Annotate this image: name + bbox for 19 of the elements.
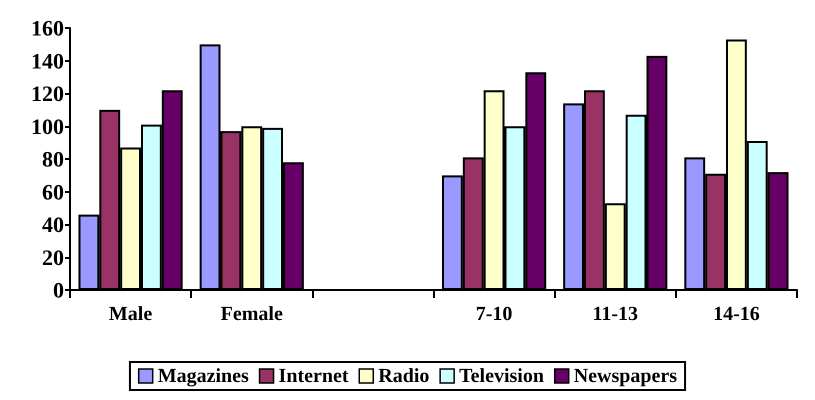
- y-tick-label: 0: [53, 278, 64, 302]
- y-tick-label: 40: [42, 212, 64, 237]
- legend-label: Newspapers: [574, 365, 678, 387]
- y-tick-label: 120: [31, 81, 64, 106]
- x-tick-label: 14-16: [713, 303, 760, 325]
- y-tick-label: 140: [31, 48, 64, 74]
- x-tick-label: 7-10: [476, 303, 512, 325]
- y-tick-label: 60: [42, 179, 64, 204]
- x-tick-label: Male: [108, 303, 152, 325]
- x-tick-label: Female: [220, 303, 283, 325]
- y-tick-label: 20: [42, 244, 64, 270]
- x-tick-label: 11-13: [592, 303, 638, 325]
- legend-label: Radio: [378, 365, 430, 387]
- y-tick-label: 160: [31, 16, 64, 40]
- y-tick-label: 80: [42, 146, 64, 172]
- legend-label: Internet: [278, 365, 349, 387]
- legend-label: Television: [459, 365, 544, 387]
- y-tick-label: 100: [31, 114, 64, 139]
- legend-label: Magazines: [158, 365, 250, 387]
